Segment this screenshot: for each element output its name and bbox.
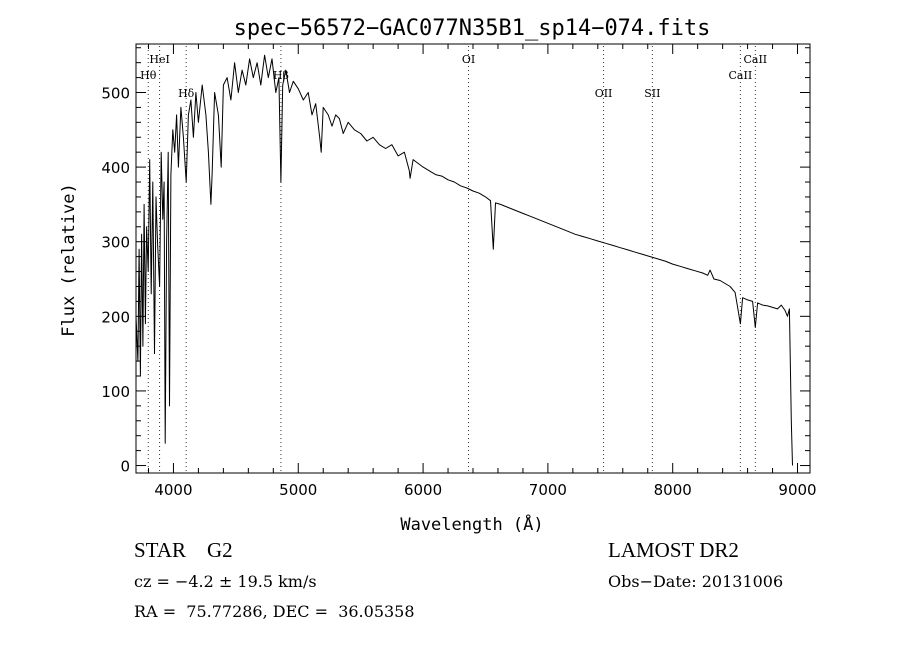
y-tick-label-300: 300: [101, 234, 130, 252]
x-tick-label-9000: 9000: [778, 481, 816, 499]
y-tick-label-100: 100: [101, 383, 130, 401]
marker-label-1: Hθ: [140, 69, 157, 82]
marker-label-7: CaII: [729, 69, 753, 82]
observation-date: Obs−Date: 20131006: [608, 572, 784, 591]
x-tick-label-6000: 6000: [404, 481, 442, 499]
y-tick-label-500: 500: [101, 84, 130, 102]
x-tick-label-5000: 5000: [279, 481, 317, 499]
marker-label-6: SII: [644, 87, 660, 100]
survey-name: LAMOST DR2: [608, 538, 739, 562]
spectrum-line-0: [135, 54, 793, 466]
x-axis-label: Wavelength (Å): [400, 513, 543, 535]
marker-label-0: HeI: [149, 53, 169, 66]
coordinates-readout: RA = 75.77286, DEC = 36.05358: [134, 602, 415, 621]
redshift-readout: cz = −4.2 ± 19.5 km/s: [134, 572, 317, 591]
marker-label-4: OI: [462, 53, 475, 66]
chart-title: spec−56572−GAC077N35B1_sp14−074.fits: [234, 16, 711, 41]
marker-label-2: Hδ: [178, 87, 195, 100]
x-tick-label-7000: 7000: [529, 481, 567, 499]
spectrum-series: [135, 54, 793, 466]
y-tick-label-400: 400: [101, 159, 130, 177]
plot-frame: [135, 43, 811, 474]
y-axis-label: Flux (relative): [59, 183, 79, 337]
x-tick-label-4000: 4000: [154, 481, 192, 499]
marker-label-5: OII: [595, 87, 613, 100]
marker-label-8: CaII: [743, 53, 767, 66]
y-tick-label-0: 0: [120, 458, 130, 476]
y-tick-label-200: 200: [101, 308, 130, 326]
axis-ticks: 4000 5000 6000 7000 8000 9000 0 100 200 300 400 500: [101, 44, 817, 499]
object-class: STAR G2: [134, 538, 233, 562]
plot-border: [135, 43, 811, 474]
x-tick-label-8000: 8000: [654, 481, 692, 499]
